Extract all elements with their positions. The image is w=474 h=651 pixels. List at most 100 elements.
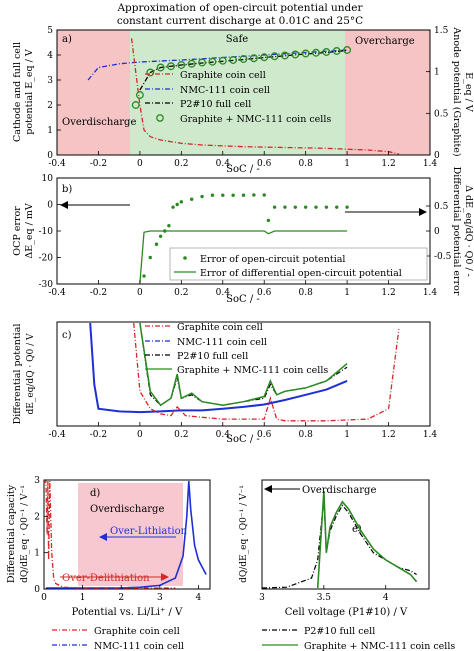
panel-c-axes: -0.4 -0.2 0 0.2 0.4 0.6 0.8 1 1.2 1.4: [48, 422, 437, 440]
ocp-error-point: [272, 205, 277, 209]
ocp-error-point: [154, 242, 159, 246]
x-tick-label: 0.4: [216, 288, 231, 298]
combined-point: [301, 49, 310, 58]
combined-point: [322, 48, 331, 56]
y-tick-label: -30: [39, 280, 54, 290]
panel-d-region-label: Overdischarge: [90, 504, 164, 515]
combined-point: [131, 101, 140, 109]
y-tick-label: 1.5: [434, 26, 449, 36]
legend-a-full: P2#10 full cell: [180, 99, 251, 110]
legend-b-point-swatch: [183, 256, 187, 260]
panel-b: b) -0.4 -0.2 0 0.2 0.4 0.6 0.8 1 1.2 1.4 -30 -20 -10…: [12, 167, 474, 305]
ocp-error-point: [142, 274, 146, 278]
ocp-error-point: [210, 193, 215, 197]
y-tick-label: 0.5: [434, 202, 449, 212]
arrow-left-head: [60, 201, 68, 209]
panel-c-ylabel-1: Differential potential: [12, 324, 23, 425]
x-tick-label: -0.4: [48, 430, 66, 440]
ocp-error-point: [231, 193, 235, 197]
x-tick-label: 1.2: [381, 430, 395, 440]
legend-b-docp: Error of differential open-circuit poten…: [200, 268, 402, 279]
panel-a: a) Safe Overcharge Overdischarge -0.4 -0.…: [12, 26, 474, 175]
combined-point: [135, 91, 144, 99]
panel-a-ylabel-2: potential E_eq / V: [24, 49, 35, 135]
series-full-cell: [261, 498, 417, 589]
over-delithiation-label: Over-Delithiation: [62, 573, 150, 584]
over-lithiation-arrow-head: [99, 533, 107, 541]
panel-d-ylabel-2: dQ/dE_eq · Q0⁻¹ / V⁻¹: [20, 485, 30, 583]
combined-point: [239, 55, 248, 63]
panel-e-label: e): [352, 524, 362, 535]
x-tick-label: -0.2: [90, 430, 107, 440]
combined-point: [312, 48, 320, 57]
panel-a-axes: -0.4 -0.2 0 0.2 0.4 0.6 0.8 1 1.2 1.401234500.511…: [47, 26, 448, 169]
combined-point: [177, 61, 186, 69]
x-tick-label: 1.2: [381, 159, 395, 169]
combined-point: [146, 68, 155, 77]
legend-a-combined-swatch: [156, 114, 164, 122]
x-tick-label: 0: [41, 593, 47, 603]
figure-title-line1: Approximation of open-circuit potential …: [116, 2, 363, 14]
x-tick-label: 1.2: [381, 288, 395, 298]
combined-point: [218, 56, 227, 65]
panel-d-xlabel: Potential vs. Li/Li⁺ / V: [72, 607, 183, 618]
panel-b-y2label-2: Δ dE_eq/dQ · Q0 / -: [463, 185, 474, 277]
x-tick-label: 1: [344, 430, 350, 440]
x-tick-label: -0.4: [48, 159, 66, 169]
x-tick-label: 4: [196, 593, 202, 603]
bottom-legend-graphite: Graphite coin cell: [94, 626, 180, 637]
legend-a-nmc: NMC-111 coin cell: [180, 85, 270, 96]
figure-title-line2: constant current discharge at 0.01C and …: [117, 15, 363, 27]
panel-e-xlabel: Cell voltage (P1#10) / V: [285, 607, 408, 618]
ocp-error-point: [262, 193, 266, 197]
region-safe: [130, 30, 345, 155]
y-tick-label: 1: [34, 549, 40, 559]
combined-point: [260, 53, 269, 62]
ocp-error-point: [148, 255, 152, 260]
y-tick-label: 0: [47, 151, 53, 161]
y-tick-label: 2: [34, 512, 40, 522]
legend-b-ocp: Error of open-circuit potential: [200, 254, 345, 265]
bottom-legend-nmc: NMC-111 coin cell: [94, 641, 184, 651]
panel-d-series: [43, 479, 207, 589]
ocp-error-point: [163, 229, 167, 233]
series-differential-error: [139, 230, 348, 284]
panel-b-label: b): [62, 184, 72, 195]
bottom-legend-full: P2#10 full cell: [304, 626, 375, 637]
x-tick-label: 0.8: [299, 288, 314, 298]
panel-a-ylabel-1: Cathode and full cell: [12, 42, 23, 142]
region-overcharge: [345, 30, 430, 155]
y-tick-label: 1: [47, 126, 53, 136]
y-tick-label: 3: [34, 476, 40, 486]
x-tick-label: -0.2: [90, 288, 107, 298]
x-tick-label: 3.5: [317, 593, 332, 603]
combined-point: [156, 63, 165, 72]
x-tick-label: 1.4: [423, 159, 438, 169]
panel-c-series: [89, 322, 400, 422]
combined-point: [208, 57, 217, 66]
ocp-error-point: [266, 218, 271, 223]
combined-point: [229, 56, 238, 64]
x-tick-label: 1.4: [423, 288, 438, 298]
region-label-safe: Safe: [226, 34, 249, 45]
y-tick-label: 0: [434, 227, 440, 237]
y-tick-label: 4: [47, 51, 53, 61]
x-tick-label: -0.4: [48, 288, 66, 298]
panel-a-y2label-2: E_eq / V: [463, 72, 474, 112]
series-combined: [316, 490, 418, 589]
legend-c-nmc: NMC-111 coin cell: [177, 337, 267, 348]
panel-c-frame: [56, 321, 431, 427]
combined-point: [343, 46, 352, 54]
overdischarge-arrow-head: [264, 485, 272, 493]
x-tick-label: 0.2: [174, 288, 188, 298]
y-tick-label: 0.5: [434, 109, 449, 119]
x-tick-label: 0.8: [299, 430, 314, 440]
ocp-error-point: [189, 197, 194, 201]
y-tick-label: 0: [47, 201, 53, 211]
y-tick-label: 5: [47, 26, 53, 36]
series-graphite: [43, 479, 176, 589]
panel-a-label: a): [62, 34, 72, 45]
ocp-error-point: [335, 205, 339, 209]
panel-a-y2label-1: Anode potential (Graphite): [451, 26, 462, 156]
